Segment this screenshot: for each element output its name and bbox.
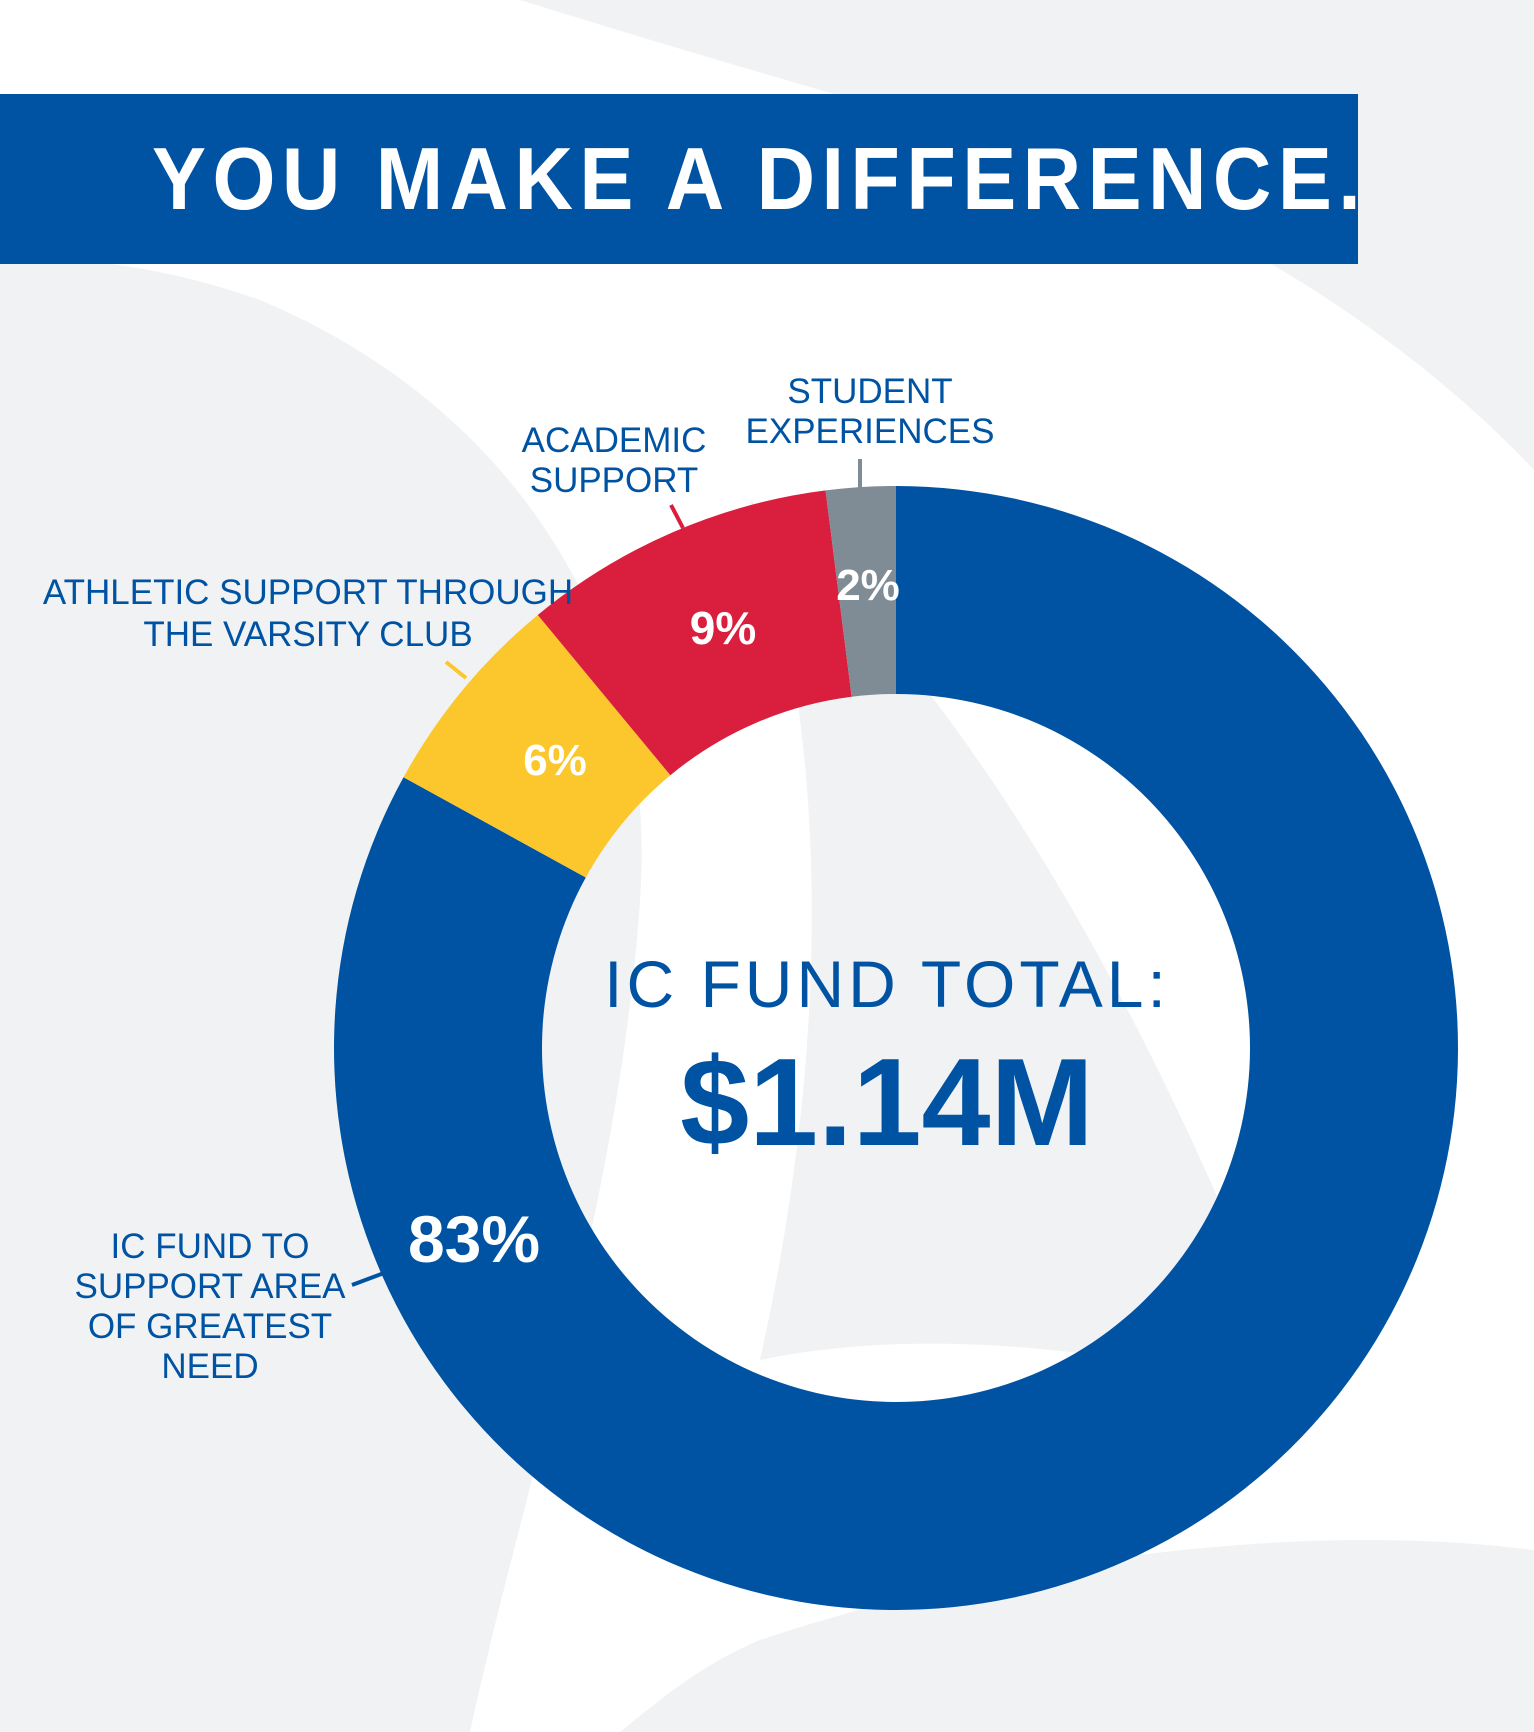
percent-label-1: 6% [523, 736, 587, 785]
category-label-0-line-0: IC FUND TO [111, 1227, 310, 1266]
center-total-value: $1.14M [680, 1034, 1094, 1172]
category-label-0-line-3: NEED [161, 1347, 258, 1386]
leader-lines-layer [351, 459, 862, 1287]
donut-slice-0 [334, 486, 1458, 1610]
center-title: IC FUND TOTAL: [604, 947, 1170, 1021]
donut-slice-2 [537, 490, 852, 776]
category-label-2-line-1: SUPPORT [530, 461, 699, 500]
category-label-1-line-1: THE VARSITY CLUB [143, 615, 472, 654]
leader-line-1 [444, 660, 468, 680]
category-label-2-line-0: ACADEMIC [522, 421, 707, 460]
leader-line-0 [351, 1271, 385, 1287]
category-label-1-line-0: ATHLETIC SUPPORT THROUGH [43, 573, 573, 612]
category-label-3-line-0: STUDENT [787, 372, 952, 411]
title-banner: YOU MAKE A DIFFERENCE. [0, 94, 1361, 264]
category-label-3-line-1: EXPERIENCES [746, 412, 995, 451]
leader-line-2 [669, 504, 685, 529]
page-title: YOU MAKE A DIFFERENCE. [152, 129, 1368, 228]
percent-label-3: 2% [836, 561, 900, 610]
category-label-0-line-2: OF GREATEST [88, 1307, 332, 1346]
category-label-0-line-1: SUPPORT AREA [74, 1267, 346, 1306]
donut-slice-1 [403, 614, 671, 878]
slices-layer [334, 486, 1458, 1610]
percent-label-2: 9% [690, 602, 756, 654]
percent-labels-layer: 83% 6% 9% 2% [408, 561, 900, 1276]
percent-label-0: 83% [408, 1202, 540, 1276]
donut-slice-3 [825, 486, 896, 697]
